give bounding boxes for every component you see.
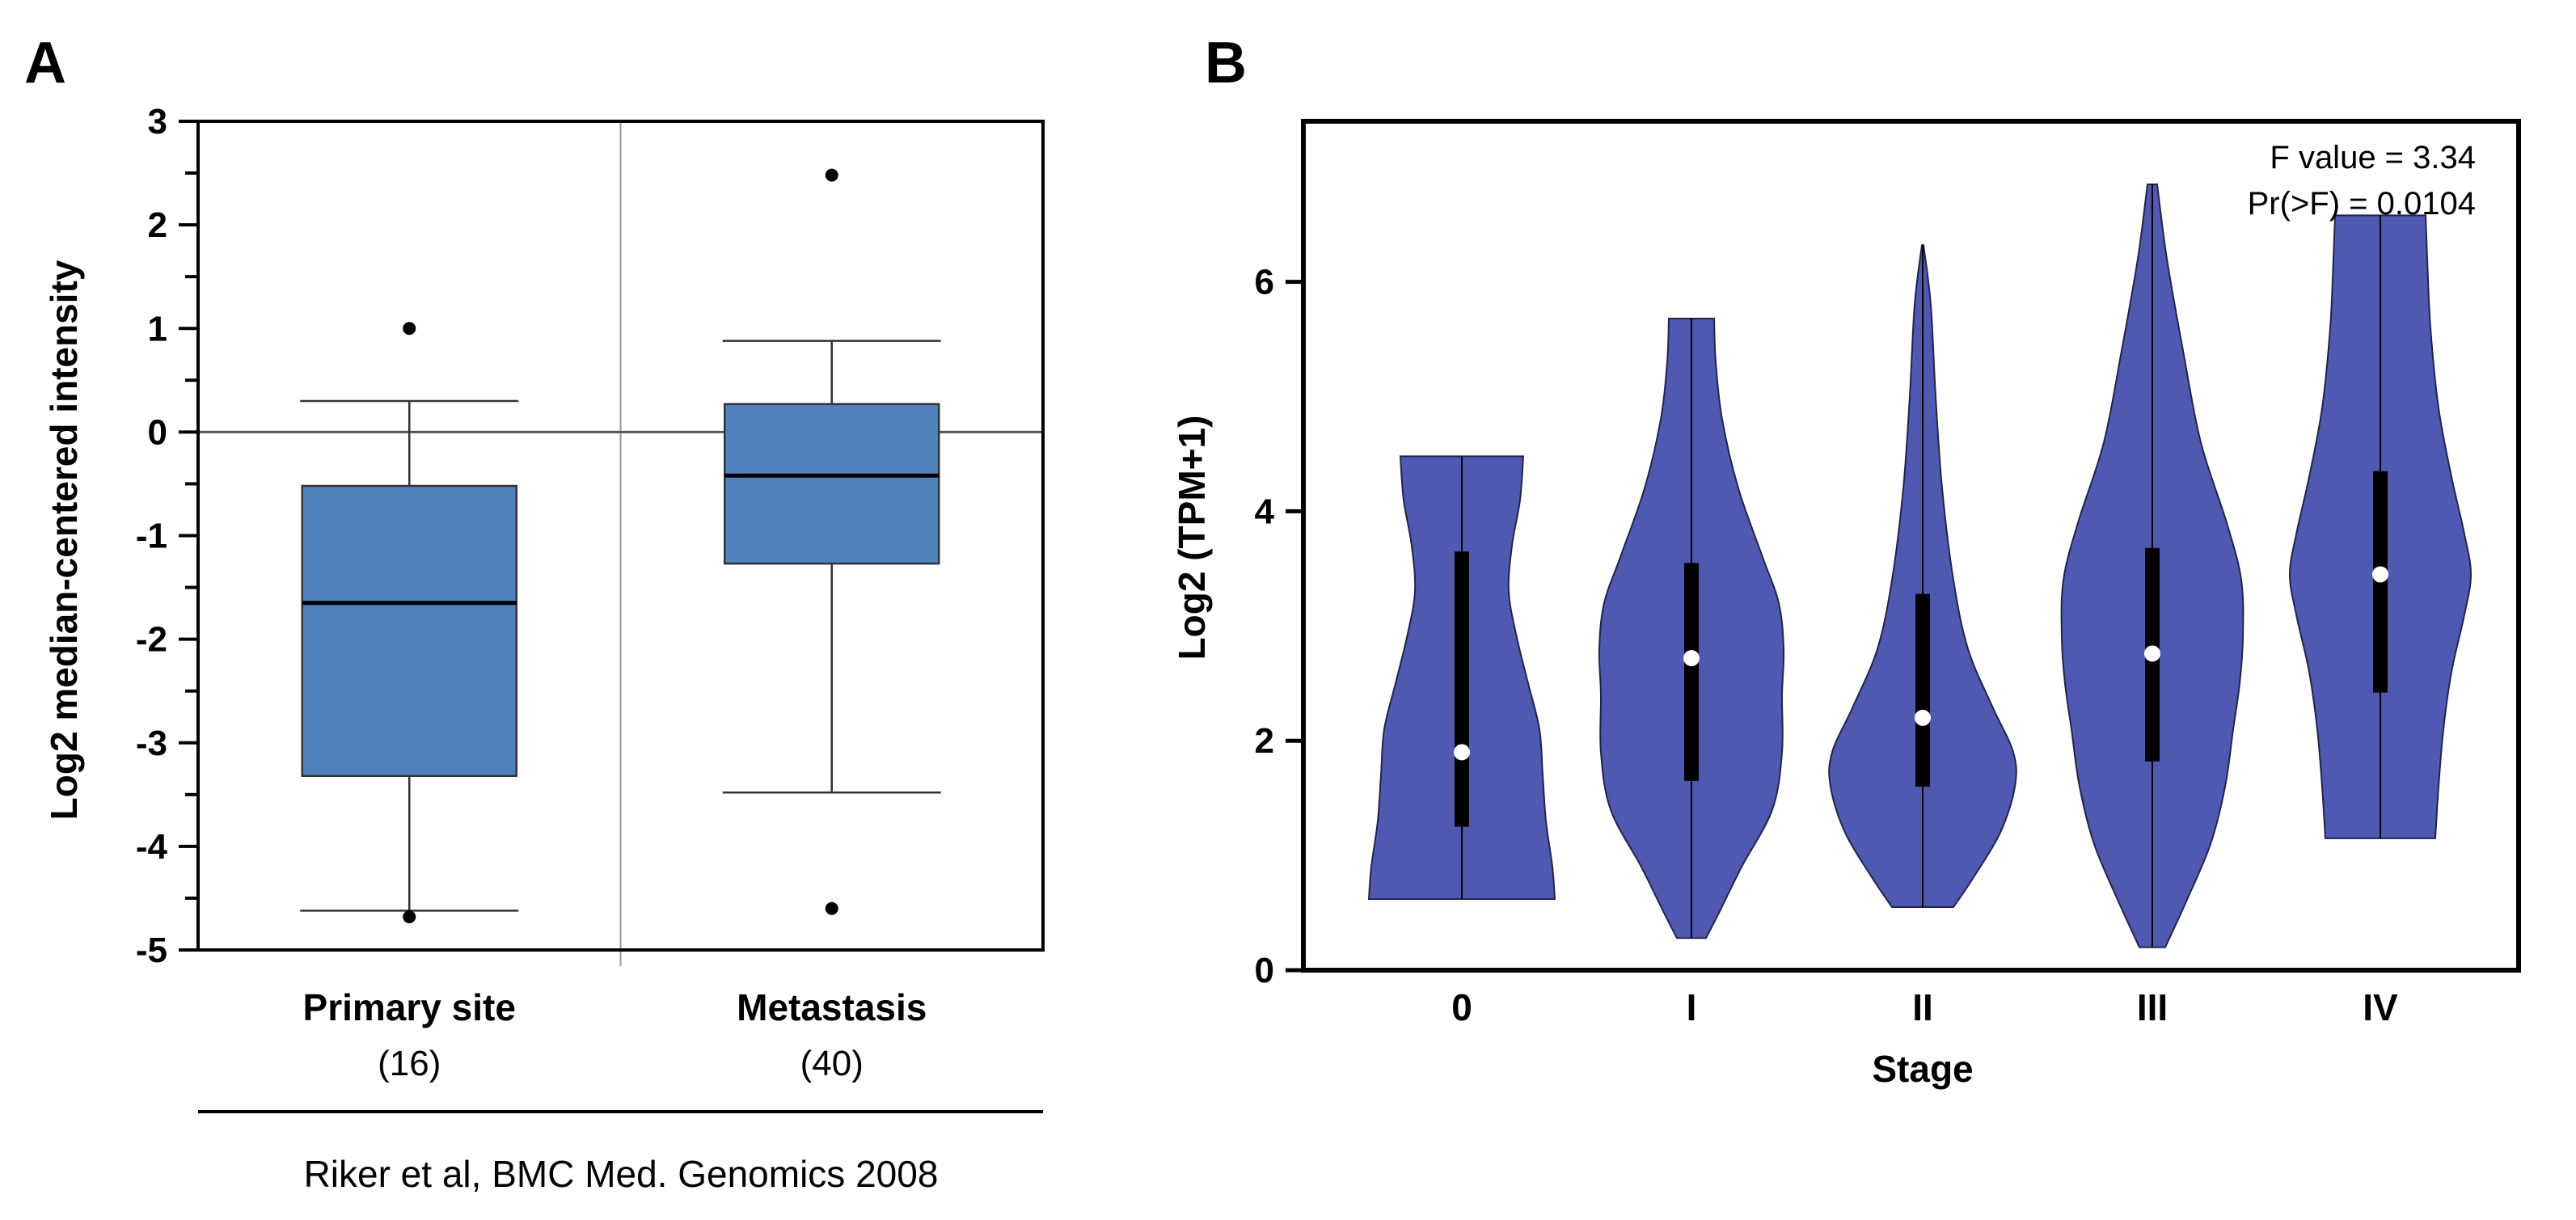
outlier-point bbox=[403, 322, 416, 336]
panel-b-label: B bbox=[1205, 31, 1247, 95]
stage-label: IV bbox=[2363, 986, 2398, 1028]
stage-label: I bbox=[1687, 986, 1697, 1028]
box-group-2 bbox=[722, 168, 941, 915]
y-tick-label: -2 bbox=[136, 620, 167, 660]
violin-group-II bbox=[1828, 244, 2017, 908]
stage-label: II bbox=[1912, 986, 1933, 1028]
y-tick-label: 3 bbox=[148, 102, 167, 141]
y-tick-label: 2 bbox=[1255, 721, 1274, 761]
violin-iqr-bar bbox=[1455, 551, 1469, 827]
violin-group-0 bbox=[1367, 455, 1556, 973]
category-count: (16) bbox=[378, 1044, 441, 1083]
stage-label: III bbox=[2137, 986, 2168, 1028]
y-tick-label: -5 bbox=[136, 931, 167, 970]
panel-a-label: A bbox=[24, 31, 66, 95]
boxplot-frame bbox=[196, 120, 1045, 952]
violin-group-III bbox=[2060, 184, 2244, 948]
y-tick-label: -1 bbox=[136, 517, 167, 556]
y-tick-label: -3 bbox=[136, 724, 167, 763]
y-tick-label: 6 bbox=[1255, 263, 1274, 302]
y-tick-label: 1 bbox=[148, 309, 167, 348]
y-tick-label: 0 bbox=[148, 412, 167, 452]
violin-iqr-bar bbox=[1915, 593, 1930, 787]
violin-median-point bbox=[2144, 645, 2160, 662]
boxplot-marks bbox=[300, 168, 941, 923]
iqr-box bbox=[301, 484, 517, 777]
violin-x-axis-title: Stage bbox=[1872, 1048, 1973, 1090]
outlier-point bbox=[825, 168, 838, 182]
outlier-point bbox=[825, 901, 838, 915]
boxplot-y-axis-title: Log2 median-centered intensity bbox=[43, 260, 85, 820]
p-value-annotation: Pr(>F) = 0.0104 bbox=[2248, 186, 2476, 222]
violin-group-I bbox=[1598, 318, 1785, 973]
y-tick-label: 0 bbox=[1255, 951, 1274, 990]
violin-y-ticks: 0 2 4 6 bbox=[1255, 263, 1303, 990]
violin-group-IV bbox=[2288, 214, 2473, 839]
boxplot-panel: Log2 median-centered intensity 3 2 1 0 -1 -2 -… bbox=[43, 102, 1045, 1195]
stage-label: 0 bbox=[1451, 986, 1472, 1028]
violin-median-point bbox=[2372, 566, 2388, 583]
iqr-box bbox=[724, 403, 940, 565]
f-value-annotation: F value = 3.34 bbox=[2270, 140, 2476, 175]
category-label: Primary site bbox=[303, 986, 516, 1028]
violin-y-axis-title: Log2 (TPM+1) bbox=[1171, 416, 1213, 661]
y-tick-label: 4 bbox=[1255, 492, 1275, 531]
y-tick-label: -4 bbox=[136, 827, 168, 867]
violin-frame bbox=[1301, 119, 2521, 973]
violin-marks bbox=[1367, 184, 2473, 973]
boxplot-category-labels: Primary site (16) Metastasis (40) bbox=[303, 986, 927, 1083]
outlier-point bbox=[403, 910, 416, 923]
violin-median-point bbox=[1683, 650, 1700, 667]
category-label: Metastasis bbox=[737, 986, 927, 1028]
dataset-caption: Riker et al, BMC Med. Genomics 2008 bbox=[304, 1153, 939, 1195]
category-count: (40) bbox=[800, 1044, 864, 1083]
violin-median-point bbox=[1915, 709, 1931, 726]
y-tick-label: 2 bbox=[148, 205, 167, 245]
violin-median-point bbox=[1454, 744, 1470, 761]
boxplot-y-ticks: 3 2 1 0 -1 -2 -3 -4 -5 bbox=[136, 102, 198, 970]
violin-iqr-bar bbox=[1684, 563, 1699, 781]
violin-category-labels: 0 I II III IV bbox=[1451, 986, 2398, 1028]
box-group-1 bbox=[300, 322, 519, 923]
